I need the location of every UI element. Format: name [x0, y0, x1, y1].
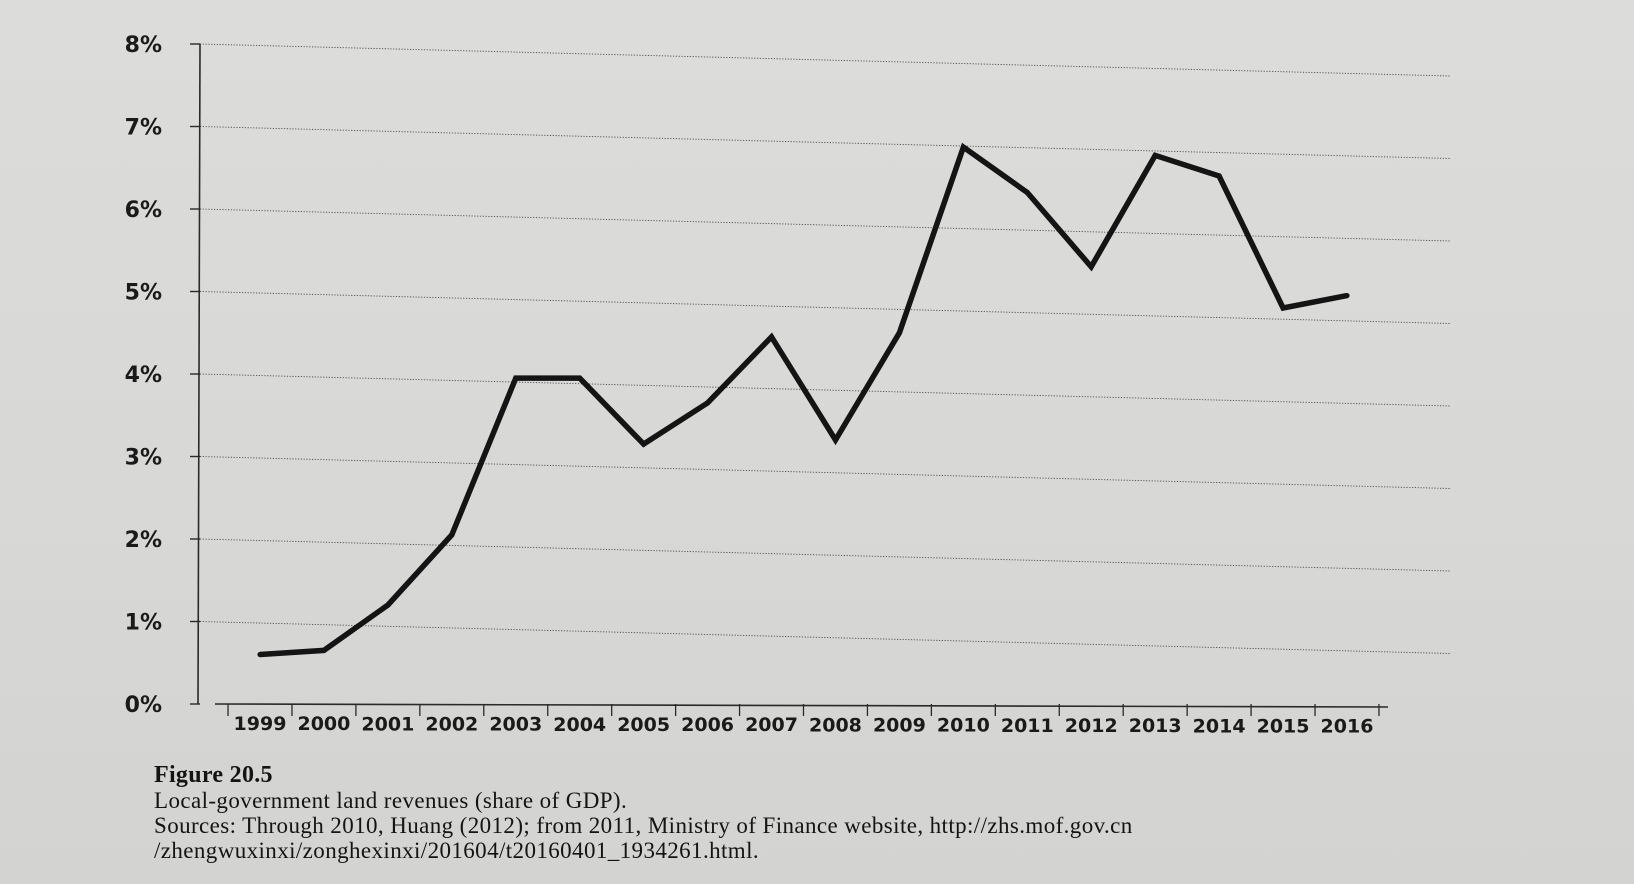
x-tick-labels: 1999 2000 2001 2002 2003 2004 2005 2006 2007 2008…	[227, 704, 1380, 738]
x-tick-label: 2003	[489, 714, 542, 736]
x-axis	[214, 703, 1389, 708]
figure-title: Local-government land revenues (share of…	[154, 788, 628, 813]
y-tick-label: 0%	[125, 693, 162, 718]
gridline	[199, 373, 1451, 407]
data-point-2010	[960, 144, 966, 150]
x-tick-label: 2012	[1065, 715, 1118, 737]
data-point-2004	[577, 375, 583, 381]
x-tick-label: 2004	[553, 714, 606, 736]
x-tick-label: 2016	[1321, 716, 1374, 738]
data-point-1999	[257, 651, 263, 658]
gridline	[199, 291, 1451, 324]
data-point-2013	[1152, 152, 1158, 158]
x-tick-label: 2007	[745, 714, 798, 736]
x-tick-label: 2000	[297, 713, 350, 735]
gridline	[199, 208, 1451, 242]
data-point-2008	[832, 437, 839, 443]
data-point-2012	[1088, 264, 1094, 270]
y-tick-label: 2%	[125, 528, 162, 553]
data-point-2007	[768, 334, 775, 340]
x-tick-label: 2001	[361, 713, 414, 735]
x-tick-label: 1999	[234, 713, 287, 735]
gridline	[199, 538, 1451, 572]
data-point-2003	[513, 375, 519, 381]
y-tick-label: 1%	[125, 611, 162, 636]
x-tick-label: 2009	[873, 715, 926, 737]
y-tick-label: 4%	[125, 363, 162, 388]
x-tick-label: 2015	[1257, 715, 1310, 737]
data-point-2000	[321, 647, 327, 653]
x-tick-label: 2008	[809, 714, 862, 736]
gridline	[199, 621, 1451, 654]
gridline	[199, 456, 1451, 489]
figure-source-line-1: Sources: Through 2010, Huang (2012); fro…	[154, 813, 1133, 838]
figure-caption: Figure 20.5 Local-government land revenu…	[154, 762, 1614, 863]
data-point-2009	[896, 330, 903, 336]
series-line-0	[259, 142, 1348, 658]
gridlines	[199, 43, 1451, 654]
data-point-2006	[704, 400, 711, 406]
y-tick-label: 5%	[125, 281, 162, 306]
data-point-2016	[1344, 293, 1350, 299]
x-tick-label: 2005	[617, 714, 670, 736]
y-tick-label: 8%	[125, 33, 162, 58]
data-point-2014	[1216, 173, 1222, 179]
gridline	[199, 126, 1451, 159]
y-tick-label: 6%	[125, 198, 162, 223]
x-tick-label: 2010	[937, 715, 990, 737]
data-point-2015	[1280, 305, 1286, 311]
data-point-2001	[385, 602, 391, 608]
data-point-2002	[449, 532, 455, 538]
data-point-2005	[641, 441, 647, 447]
figure-label: Figure 20.5	[154, 762, 273, 788]
gridline	[199, 43, 1451, 77]
x-tick-label: 2011	[1001, 715, 1054, 737]
y-tick-label: 3%	[125, 446, 162, 471]
x-tick-label: 2002	[425, 713, 478, 735]
x-tick-label: 2013	[1129, 715, 1182, 737]
series-lines	[257, 142, 1350, 658]
data-point-2011	[1024, 189, 1030, 196]
x-tick-label: 2006	[681, 714, 734, 736]
line-chart: 0% 1% 2% 3% 4% 5% 6% 7% 8% 1999 2000 2001 2002 2003 2…	[125, 33, 1451, 738]
y-tick-labels: 0% 1% 2% 3% 4% 5% 6% 7% 8%	[125, 33, 200, 718]
y-tick-label: 7%	[125, 116, 162, 141]
x-tick-label: 2014	[1193, 715, 1246, 737]
figure-source-line-2: /zhengwuxinxi/zonghexinxi/201604/t201604…	[154, 838, 760, 863]
